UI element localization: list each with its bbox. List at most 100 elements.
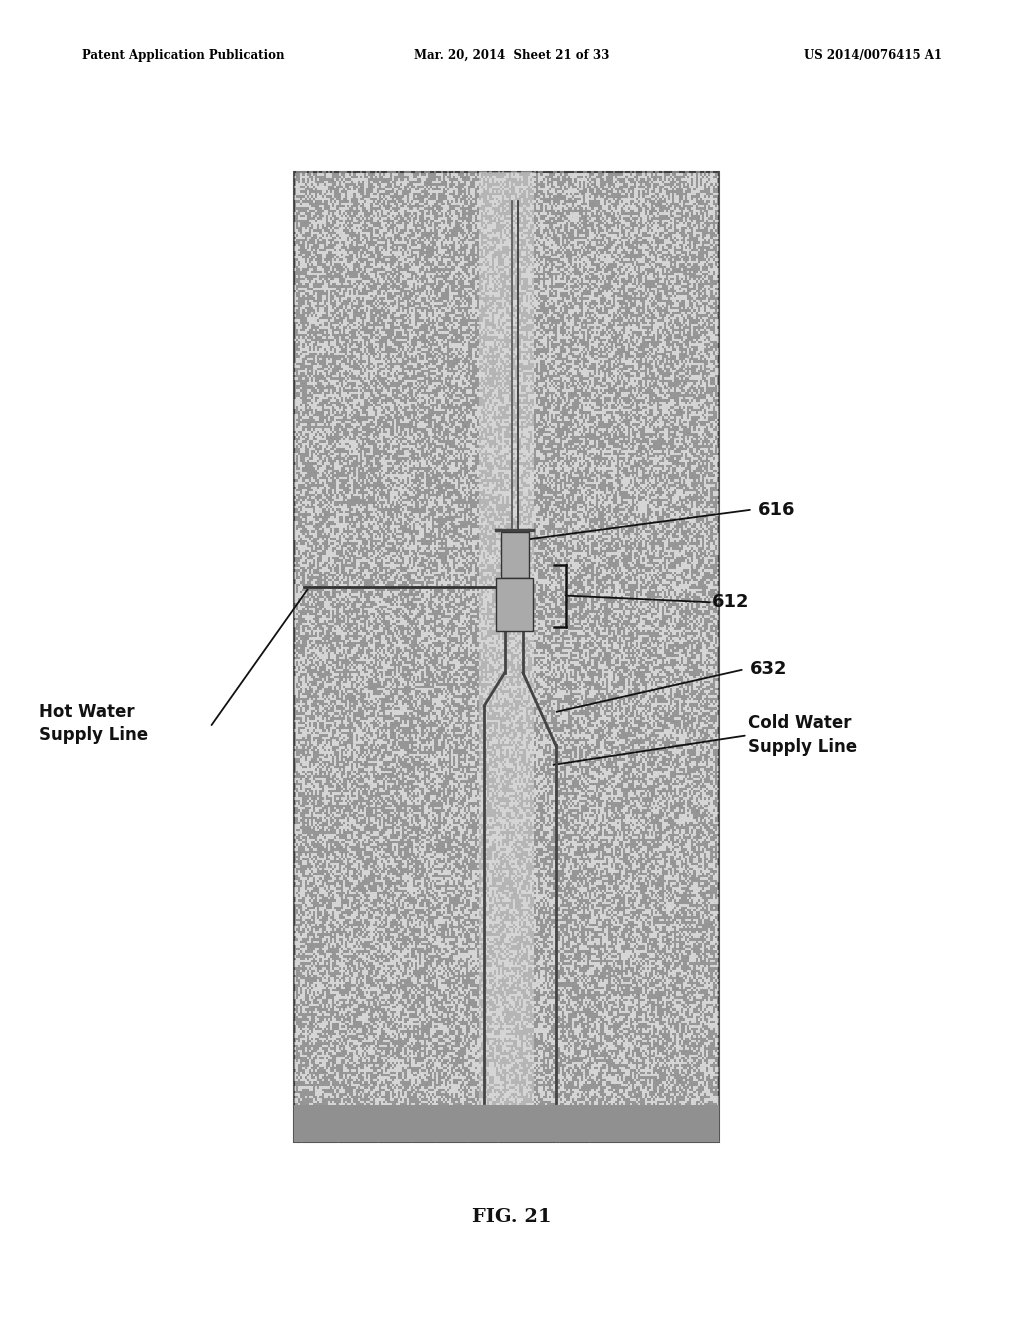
Point xyxy=(545,413,561,434)
Point xyxy=(337,627,353,648)
Point xyxy=(304,981,321,1002)
Point xyxy=(552,400,568,421)
Point xyxy=(464,379,480,400)
Point xyxy=(310,268,327,289)
Point xyxy=(610,710,627,731)
Point xyxy=(365,948,381,969)
Point xyxy=(433,1012,450,1034)
Point xyxy=(677,387,693,408)
Point xyxy=(458,602,474,623)
Point xyxy=(297,1019,313,1040)
Point xyxy=(513,181,529,202)
Point xyxy=(408,187,424,209)
Point xyxy=(649,915,666,936)
Point xyxy=(700,812,717,833)
Point xyxy=(627,812,643,833)
Point xyxy=(351,696,368,717)
Point xyxy=(506,751,522,772)
Point xyxy=(635,961,651,982)
Point xyxy=(385,723,401,744)
Point xyxy=(625,620,641,642)
Point xyxy=(362,411,379,432)
Point xyxy=(341,550,357,572)
Point xyxy=(498,523,514,544)
Point xyxy=(435,502,452,523)
Point xyxy=(621,1084,637,1105)
Point xyxy=(403,818,420,840)
Point xyxy=(512,620,528,642)
Point xyxy=(606,645,623,667)
Point xyxy=(593,898,609,919)
Point xyxy=(434,457,451,478)
Point xyxy=(596,1010,612,1031)
Point xyxy=(366,408,382,429)
Point xyxy=(509,771,525,792)
Point xyxy=(290,1097,306,1118)
Point xyxy=(599,512,615,533)
Point xyxy=(299,884,315,906)
Point xyxy=(329,213,345,234)
Point xyxy=(370,713,386,734)
Point xyxy=(673,814,689,836)
Point xyxy=(413,469,429,490)
Point xyxy=(412,907,428,928)
Point xyxy=(432,504,449,525)
Point xyxy=(332,686,348,708)
Point xyxy=(552,235,568,256)
Point xyxy=(534,648,550,669)
Point xyxy=(348,795,365,816)
Point xyxy=(539,215,555,236)
Point xyxy=(384,688,400,709)
Point xyxy=(354,498,371,519)
Point xyxy=(395,710,412,731)
Point xyxy=(589,186,605,207)
Point xyxy=(321,457,337,478)
Point xyxy=(370,511,386,532)
Point xyxy=(669,364,685,385)
Point xyxy=(299,515,315,536)
Point xyxy=(534,602,550,623)
Point xyxy=(423,956,439,977)
Point xyxy=(650,285,667,306)
Point xyxy=(563,1027,580,1048)
Point xyxy=(476,779,493,800)
Point xyxy=(406,561,422,582)
Point xyxy=(544,957,560,978)
Point xyxy=(699,484,716,506)
Point xyxy=(438,545,455,566)
Point xyxy=(449,169,465,190)
Point xyxy=(684,214,700,235)
Point xyxy=(567,850,584,871)
Point xyxy=(617,677,634,698)
Point xyxy=(679,717,695,738)
Point xyxy=(438,1038,455,1059)
Point xyxy=(345,626,361,647)
Point xyxy=(429,800,445,821)
Point xyxy=(596,759,612,780)
Point xyxy=(455,1096,471,1117)
Point xyxy=(432,545,449,566)
Point xyxy=(487,874,504,895)
Point xyxy=(431,293,447,314)
Point xyxy=(672,784,688,805)
Point xyxy=(581,190,597,211)
Point xyxy=(340,1023,356,1044)
Point xyxy=(666,570,682,591)
Point xyxy=(669,1008,685,1030)
Point xyxy=(591,607,607,628)
Point xyxy=(650,231,667,252)
Point xyxy=(606,653,623,675)
Point xyxy=(389,335,406,356)
Point xyxy=(411,473,427,494)
Point xyxy=(604,671,621,692)
Point xyxy=(529,176,546,197)
Point xyxy=(490,723,507,744)
Point xyxy=(407,1064,423,1085)
Point xyxy=(675,1010,691,1031)
Point xyxy=(565,282,582,304)
Point xyxy=(463,378,479,399)
Point xyxy=(489,408,506,429)
Point xyxy=(341,698,357,719)
Point xyxy=(646,729,663,750)
Point xyxy=(452,540,468,561)
